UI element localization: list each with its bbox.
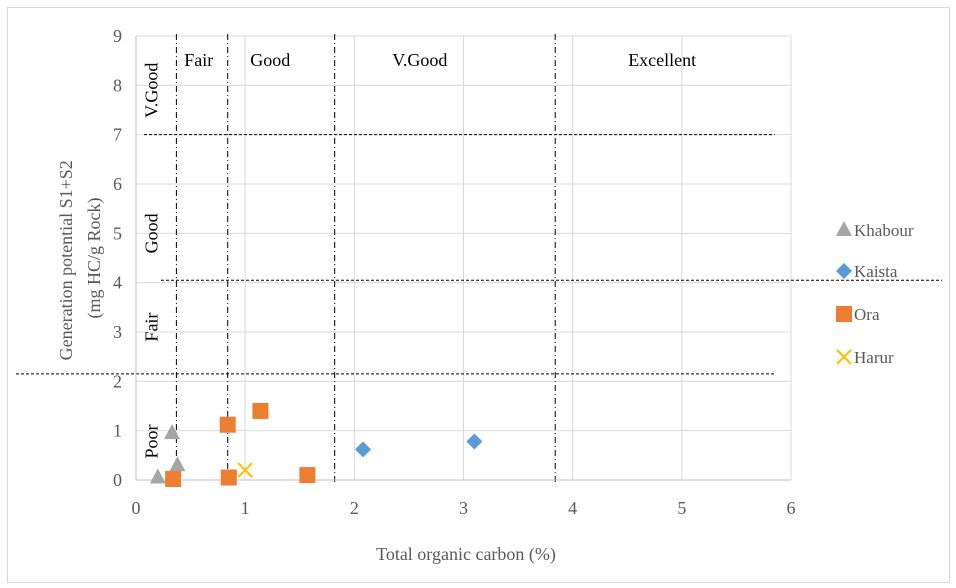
legend-item-ora: Ora (836, 305, 880, 324)
zone-label-s1s2: Fair (141, 313, 161, 342)
y-axis-title-line-1: Generation potential S1+S2 (56, 160, 76, 360)
y-tick-label: 0 (113, 470, 122, 490)
data-point-kaista (355, 441, 372, 458)
data-points (149, 402, 483, 488)
legend-marker (836, 221, 852, 236)
data-point-ora (252, 402, 269, 419)
chart-frame: 0 1 2 3 4 5 6 0 1 2 3 4 5 6 7 8 9 Fair Good V.Good Excellen… (7, 7, 950, 583)
zone-label-s1s2: Good (141, 213, 161, 253)
y-tick-label: 2 (113, 371, 122, 391)
legend-item-khabour: Khabour (836, 221, 914, 240)
x-marker-stroke (237, 462, 253, 478)
data-point-khabour (164, 424, 181, 440)
x-axis-title: Total organic carbon (%) (376, 544, 556, 565)
y-tick-label: 4 (113, 273, 122, 293)
y-tick-label: 8 (113, 75, 122, 95)
data-point-harur (237, 462, 253, 478)
data-point-ora (165, 471, 182, 488)
zone-boundaries (16, 34, 942, 482)
data-point-kaista (466, 433, 483, 450)
y-axis-title: Generation potential S1+S2 (mg HC/g Rock… (56, 156, 105, 361)
data-point-khabour (169, 456, 186, 472)
x-tick-label: 5 (677, 498, 686, 518)
zone-label-toc: Excellent (628, 50, 696, 70)
legend-item-kaista: Kaista (836, 262, 898, 281)
y-tick-label: 5 (113, 223, 122, 243)
x-tick-label: 4 (568, 498, 577, 518)
y-tick-label: 1 (113, 421, 122, 441)
legend-item-harur: Harur (836, 348, 894, 367)
legend-label: Harur (854, 348, 894, 367)
data-point-ora (299, 467, 316, 484)
x-tick-label: 6 (787, 498, 796, 518)
legend: Khabour Kaista Ora Harur (836, 221, 914, 367)
x-marker-stroke (836, 349, 852, 365)
zone-label-toc: Good (250, 50, 290, 70)
axes: 0 1 2 3 4 5 6 0 1 2 3 4 5 6 7 8 9 (113, 26, 796, 518)
y-axis-title-line-2: (mg HC/g Rock) (84, 198, 105, 319)
x-tick-label: 0 (132, 498, 141, 518)
y-tick-label: 3 (113, 322, 122, 342)
y-tick-label: 6 (113, 174, 122, 194)
legend-label: Ora (854, 305, 880, 324)
gridlines (136, 35, 792, 480)
data-point-ora (220, 469, 237, 486)
x-tick-label: 3 (459, 498, 468, 518)
legend-marker (836, 263, 852, 279)
zone-label-toc: Fair (184, 50, 213, 70)
x-tick-label: 1 (241, 498, 250, 518)
y-tick-label: 7 (113, 125, 122, 145)
legend-label: Kaista (854, 262, 898, 281)
scatter-chart: 0 1 2 3 4 5 6 0 1 2 3 4 5 6 7 8 9 Fair Good V.Good Excellen… (16, 26, 942, 565)
data-point-ora (219, 416, 236, 433)
legend-marker (836, 306, 852, 322)
y-tick-label: 9 (113, 26, 122, 46)
zone-label-toc: V.Good (392, 50, 447, 70)
legend-marker (836, 349, 852, 365)
zone-label-s1s2: V.Good (141, 63, 161, 118)
data-point-khabour (149, 468, 166, 484)
x-tick-label: 2 (350, 498, 359, 518)
legend-label: Khabour (854, 221, 914, 240)
zone-label-s1s2: Poor (141, 425, 161, 459)
zone-labels: Fair Good V.Good Excellent Poor Fair Good V.Goo… (141, 50, 696, 459)
